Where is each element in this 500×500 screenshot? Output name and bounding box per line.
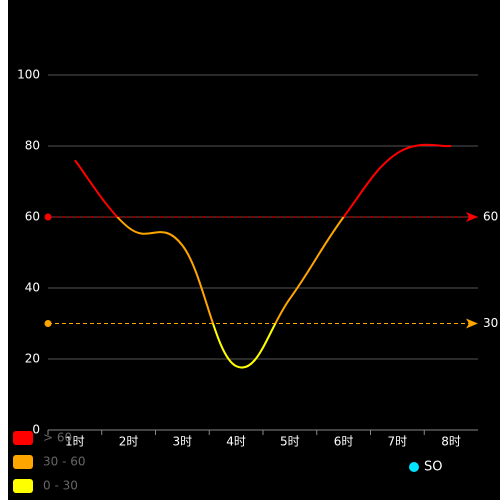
y-tick-label: 100	[17, 68, 40, 82]
piece-swatch	[13, 431, 33, 445]
x-tick-label: 6时	[334, 435, 354, 449]
x-tick-label: 3时	[173, 435, 193, 449]
piece-swatch	[13, 455, 33, 469]
mark-line-label: 30	[483, 316, 498, 330]
left-strip	[0, 0, 8, 500]
x-tick-label: 8时	[441, 435, 461, 449]
piece-label: 30 - 60	[43, 455, 86, 469]
mark-line-start	[44, 320, 52, 327]
legend-marker	[409, 462, 419, 472]
x-tick-label: 7时	[388, 435, 408, 449]
y-tick-label: 0	[32, 423, 40, 437]
piece-swatch	[13, 479, 33, 493]
mark-line-arrow	[466, 212, 478, 222]
x-tick-label: 4时	[226, 435, 246, 449]
mark-line-arrow	[466, 318, 478, 329]
piece-label: > 60	[43, 431, 72, 445]
x-tick-label: 1时	[65, 435, 85, 449]
y-tick-label: 20	[25, 352, 40, 366]
x-tick-label: 2时	[119, 435, 139, 449]
x-tick-label: 5时	[280, 435, 300, 449]
y-tick-label: 40	[25, 281, 40, 295]
piece-label: 0 - 30	[43, 479, 78, 493]
y-tick-label: 60	[25, 210, 40, 224]
legend-label: SO	[424, 460, 442, 475]
series-line	[74, 143, 452, 369]
mark-line-label: 60	[483, 210, 498, 224]
mark-line-start	[44, 213, 52, 221]
y-tick-label: 80	[25, 139, 40, 153]
